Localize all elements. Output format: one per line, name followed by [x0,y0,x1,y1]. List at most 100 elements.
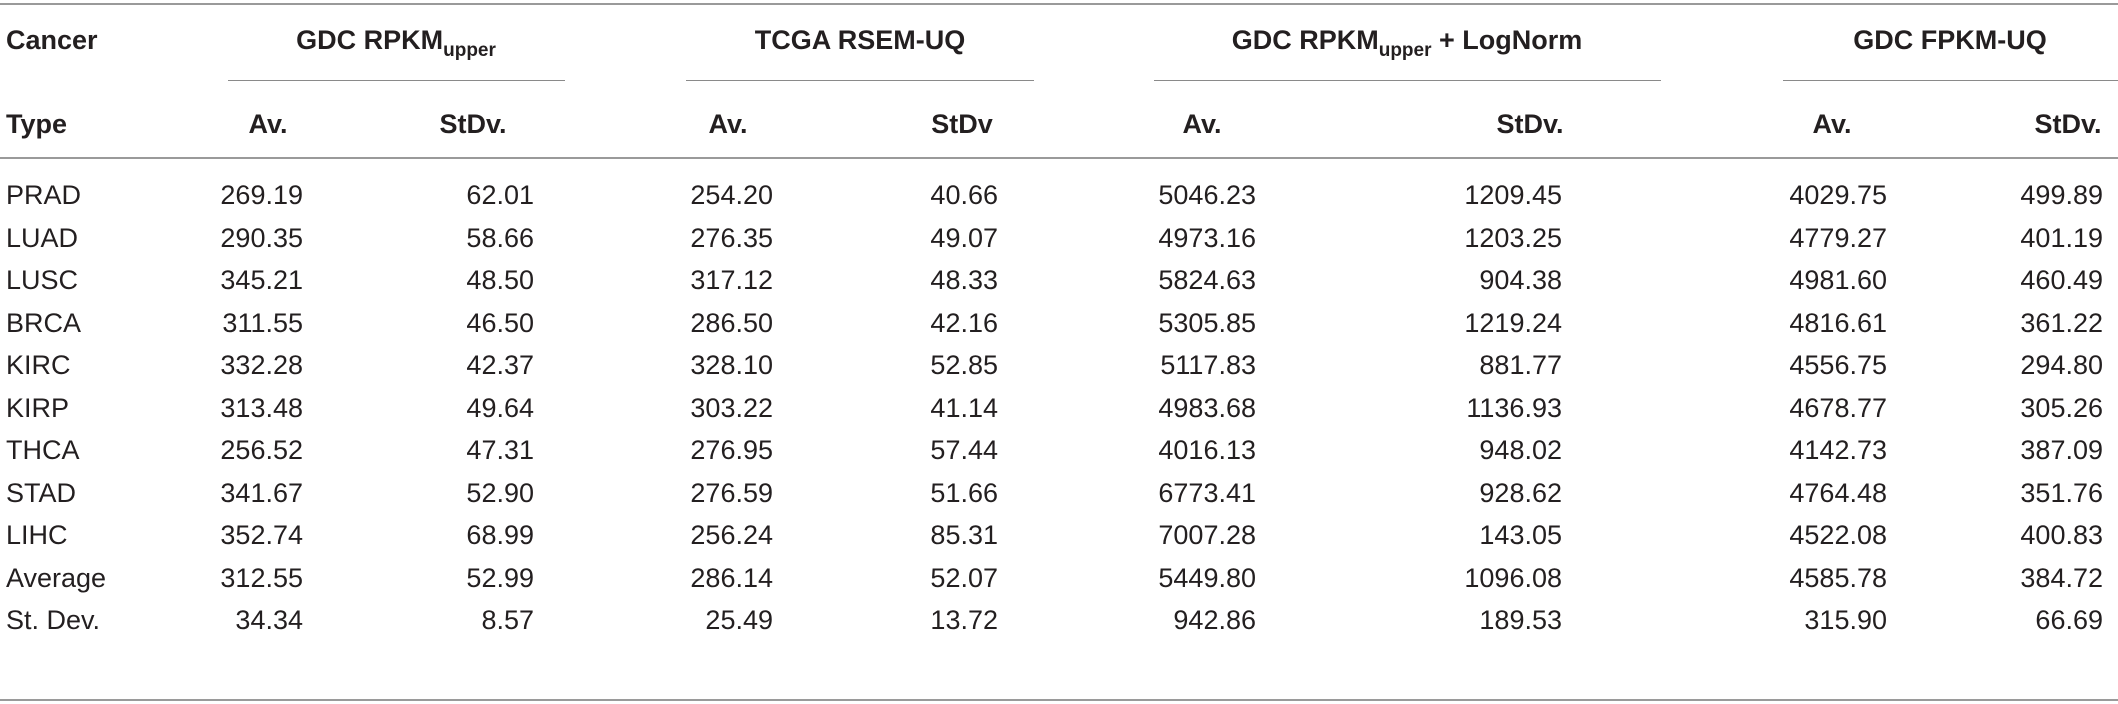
header-rule [0,157,2118,159]
table-cell: 4816.61 [1789,308,1887,338]
table-cell: 276.35 [690,223,773,253]
row-label: St. Dev. [6,605,101,635]
group-underline-2 [686,80,1034,81]
table-cell: 881.77 [1479,350,1562,380]
table-cell: 68.99 [466,520,534,550]
group-header-main: GDC RPKM [1231,25,1379,55]
table-cell: 47.31 [466,435,534,465]
table-cell: 4973.16 [1158,223,1256,253]
table-cell: 312.55 [220,563,303,593]
row-label: THCA [6,435,80,465]
table-cell: 276.95 [690,435,773,465]
table-cell: 5305.85 [1158,308,1256,338]
table-cell: 49.64 [466,393,534,423]
table-cell: 48.33 [930,265,998,295]
table-cell: 254.20 [690,180,773,210]
table-cell: 948.02 [1479,435,1562,465]
table-cell: 1203.25 [1464,223,1562,253]
table-cell: 1219.24 [1464,308,1562,338]
table-cell: 384.72 [2020,563,2103,593]
table-cell: 311.55 [222,308,303,338]
table-cell: 361.22 [2020,308,2103,338]
table-cell: 34.34 [235,605,303,635]
subcol-header-6: StDv. [1496,109,1564,139]
table-cell: 46.50 [466,308,534,338]
table-cell: 62.01 [466,180,534,210]
group-header-main: GDC FPKM-UQ [1853,25,2047,55]
group-header-main: TCGA RSEM-UQ [754,25,966,55]
group-underline-1 [228,80,565,81]
table-cell: 52.90 [466,478,534,508]
table-cell: 499.89 [2020,180,2103,210]
row-label: KIRP [6,393,70,423]
table-cell: 4556.75 [1789,350,1887,380]
row-label: STAD [6,478,77,508]
table-cell: 1209.45 [1464,180,1562,210]
top-rule [0,3,2118,5]
row-label: KIRC [6,350,71,380]
row-label: Average [6,563,107,593]
table-cell: 315.90 [1804,605,1887,635]
table-cell: 7007.28 [1158,520,1256,550]
table-cell: 1096.08 [1464,563,1562,593]
table-cell: 341.67 [220,478,303,508]
table-cell: 269.19 [220,180,303,210]
subcol-header-4: StDv [931,109,993,139]
table-cell: 85.31 [930,520,998,550]
table-cell: 49.07 [930,223,998,253]
group-header-3: GDC RPKMupper + LogNorm [1107,24,1707,60]
table-cell: 42.37 [466,350,534,380]
table-cell: 332.28 [220,350,303,380]
group-header-subscript: upper [1378,40,1432,61]
table-cell: 286.50 [690,308,773,338]
table-cell: 256.52 [220,435,303,465]
row-label: BRCA [6,308,82,338]
table-cell: 25.49 [705,605,773,635]
table-cell: 5117.83 [1160,350,1256,380]
table-cell: 58.66 [466,223,534,253]
table-cell: 294.80 [2020,350,2103,380]
table-cell: 313.48 [220,393,303,423]
group-header-2: TCGA RSEM-UQ [560,24,1160,56]
group-underline-4 [1783,80,2118,81]
table-cell: 66.69 [2035,605,2103,635]
table-cell: 387.09 [2020,435,2103,465]
table-cell: 4585.78 [1789,563,1887,593]
table-cell: 4029.75 [1789,180,1887,210]
table-cell: 8.57 [481,605,534,635]
table-cell: 352.74 [220,520,303,550]
row-label-cancer: Cancer [6,25,98,55]
table-cell: 189.53 [1479,605,1562,635]
row-label: LUSC [6,265,79,295]
table-cell: 460.49 [2020,265,2103,295]
table-cell: 13.72 [930,605,998,635]
table-cell: 41.14 [930,393,998,423]
table-cell: 290.35 [220,223,303,253]
subcol-header-7: Av. [1812,109,1852,139]
table-cell: 52.99 [466,563,534,593]
table-cell: 40.66 [930,180,998,210]
group-header-subscript: upper [443,40,496,61]
table-cell: 345.21 [220,265,303,295]
table-cell: 4016.13 [1158,435,1256,465]
table-cell: 317.12 [690,265,773,295]
table-cell: 4522.08 [1789,520,1887,550]
bottom-rule [0,699,2118,701]
row-label: LIHC [6,520,68,550]
group-header-4: GDC FPKM-UQ [1650,24,2118,56]
table-cell: 4678.77 [1789,393,1887,423]
subcol-header-2: StDv. [439,109,507,139]
row-label: LUAD [6,223,79,253]
table-cell: 5046.23 [1158,180,1256,210]
table-cell: 4981.60 [1789,265,1887,295]
table-cell: 6773.41 [1158,478,1256,508]
table-cell: 4142.73 [1789,435,1887,465]
table-cell: 5824.63 [1158,265,1256,295]
table-cell: 57.44 [930,435,998,465]
table-cell: 5449.80 [1158,563,1256,593]
table-cell: 303.22 [690,393,773,423]
table-cell: 401.19 [2020,223,2103,253]
group-header-suffix: + LogNorm [1431,25,1583,55]
subcol-header-1: Av. [248,109,288,139]
table-cell: 4779.27 [1789,223,1887,253]
